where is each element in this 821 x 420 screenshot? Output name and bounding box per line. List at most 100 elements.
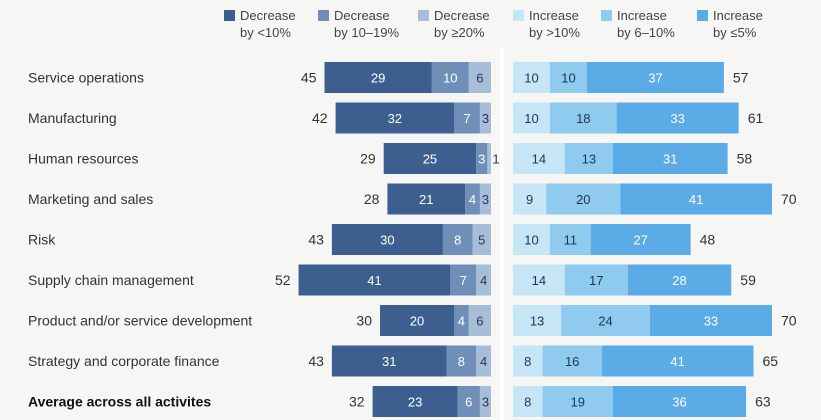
bar-segment-increase-2 xyxy=(546,183,621,215)
bar-segment-increase-2 xyxy=(542,345,602,377)
bar-segment-decrease-1 xyxy=(331,224,443,255)
bar-segment-increase-2 xyxy=(564,143,613,174)
bar-segment-decrease-3 xyxy=(487,143,491,174)
segment-value-label: 29 xyxy=(371,71,385,86)
bar-segment-increase-1 xyxy=(513,386,543,417)
segment-value-label: 23 xyxy=(408,395,422,410)
segment-value-label: 41 xyxy=(689,192,703,207)
segment-value-label: 37 xyxy=(648,71,662,86)
segment-value-label: 7 xyxy=(460,273,467,288)
segment-value-label: 16 xyxy=(565,354,579,369)
segment-value-label: 8 xyxy=(524,354,531,369)
legend-label-2-line-2: by 10–19% xyxy=(334,25,399,40)
decrease-total-label: 32 xyxy=(349,394,365,410)
decrease-total-label: 43 xyxy=(308,232,324,248)
segment-value-label: 13 xyxy=(582,152,596,167)
bar-segment-increase-3 xyxy=(587,62,724,93)
row-manufacturing: Manufacturing 37 32 42 10 18 33 61 xyxy=(28,102,764,134)
category-label: Human resources xyxy=(28,151,139,167)
decrease-total-label: 52 xyxy=(275,272,291,288)
segment-value-label: 25 xyxy=(423,152,437,167)
segment-value-label: 20 xyxy=(410,314,424,329)
category-label: Strategy and corporate finance xyxy=(28,353,220,369)
bar-segment-increase-2 xyxy=(542,386,613,417)
segment-value-label: 3 xyxy=(478,152,485,167)
bar-segment-decrease-1 xyxy=(383,143,477,174)
bar-segment-decrease-3 xyxy=(479,183,491,215)
legend-label-1-line-2: by <10% xyxy=(240,25,291,40)
segment-value-label: 3 xyxy=(482,395,489,410)
increase-total-label: 59 xyxy=(740,272,756,288)
segment-value-label: 14 xyxy=(532,273,546,288)
increase-total-label: 63 xyxy=(755,394,771,410)
segment-value-label: 30 xyxy=(380,233,394,248)
bar-segment-decrease-3 xyxy=(472,224,491,255)
decrease-total-label: 45 xyxy=(301,70,317,86)
bar-segment-increase-3 xyxy=(616,102,739,134)
bar-segment-decrease-1 xyxy=(335,102,454,134)
bar-segment-decrease-1 xyxy=(331,345,447,377)
segment-value-label: 32 xyxy=(388,111,402,126)
bar-segment-decrease-2 xyxy=(450,264,477,296)
segment-value-label: 41 xyxy=(367,273,381,288)
legend-label-4-line-2: by >10% xyxy=(529,25,580,40)
bar-segment-increase-3 xyxy=(590,224,691,255)
legend-swatch-2 xyxy=(318,10,329,21)
segment-value-label: 41 xyxy=(670,354,684,369)
bar-segment-increase-3 xyxy=(612,143,728,174)
row-risk: Risk 5 8 30 43 10 11 27 48 xyxy=(28,224,715,255)
legend-label-3-line-1: Decrease xyxy=(434,8,490,23)
category-label: Product and/or service development xyxy=(28,313,252,329)
segment-value-label: 3 xyxy=(482,111,489,126)
bar-segment-decrease-2 xyxy=(457,386,480,417)
bar-segment-increase-3 xyxy=(620,183,772,215)
legend-swatch-3 xyxy=(418,10,429,21)
segment-value-label: 8 xyxy=(524,395,531,410)
segment-value-label: 13 xyxy=(530,314,544,329)
segment-value-label: 6 xyxy=(465,395,472,410)
bar-segment-increase-1 xyxy=(513,102,550,134)
bar-segment-decrease-1 xyxy=(372,386,458,417)
segment-value-label: 6 xyxy=(476,71,483,86)
row-service-operations: Service operations 6 10 29 45 10 10 37 57 xyxy=(28,62,749,93)
legend-label-6-line-2: by ≤5% xyxy=(713,25,757,40)
segment-value-label: 24 xyxy=(598,314,612,329)
segment-value-label: 21 xyxy=(419,192,433,207)
segment-value-label: 36 xyxy=(672,395,686,410)
segment-value-label: 5 xyxy=(478,233,485,248)
bar-segment-increase-1 xyxy=(513,264,565,296)
legend-label-5-line-2: by 6–10% xyxy=(617,25,675,40)
segment-value-label: 4 xyxy=(480,354,487,369)
bar-segment-decrease-1 xyxy=(380,305,454,336)
segment-value-label: 14 xyxy=(532,152,546,167)
segment-value-label: 20 xyxy=(576,192,590,207)
decrease-total-label: 42 xyxy=(312,110,328,126)
segment-value-label: 31 xyxy=(663,152,677,167)
category-label: Risk xyxy=(28,232,56,248)
segment-value-label: 10 xyxy=(524,71,538,86)
increase-total-label: 70 xyxy=(781,191,797,207)
bar-segment-decrease-2 xyxy=(454,102,480,134)
segment-value-label: 27 xyxy=(633,233,647,248)
segment-value-label: 4 xyxy=(458,314,465,329)
bar-segment-decrease-1 xyxy=(298,264,451,296)
bar-segment-increase-1 xyxy=(513,143,565,174)
segment-value-label: 17 xyxy=(589,273,603,288)
bar-segment-increase-2 xyxy=(564,264,628,296)
legend-label-5-line-1: Increase xyxy=(617,8,667,23)
bar-segment-increase-3 xyxy=(601,345,754,377)
category-label: Average across all activites xyxy=(28,394,211,410)
decrease-total-label: 28 xyxy=(364,191,380,207)
segment-value-label: 6 xyxy=(476,314,483,329)
bar-segment-decrease-2 xyxy=(476,143,488,174)
segment-value-label: 10 xyxy=(524,233,538,248)
increase-total-label: 61 xyxy=(748,110,764,126)
segment-value-label: 33 xyxy=(670,111,684,126)
increase-total-label: 70 xyxy=(781,313,797,329)
category-label: Marketing and sales xyxy=(28,191,153,207)
bar-segment-decrease-2 xyxy=(431,62,469,93)
bar-segment-increase-2 xyxy=(550,102,617,134)
segment-value-label: 9 xyxy=(526,192,533,207)
